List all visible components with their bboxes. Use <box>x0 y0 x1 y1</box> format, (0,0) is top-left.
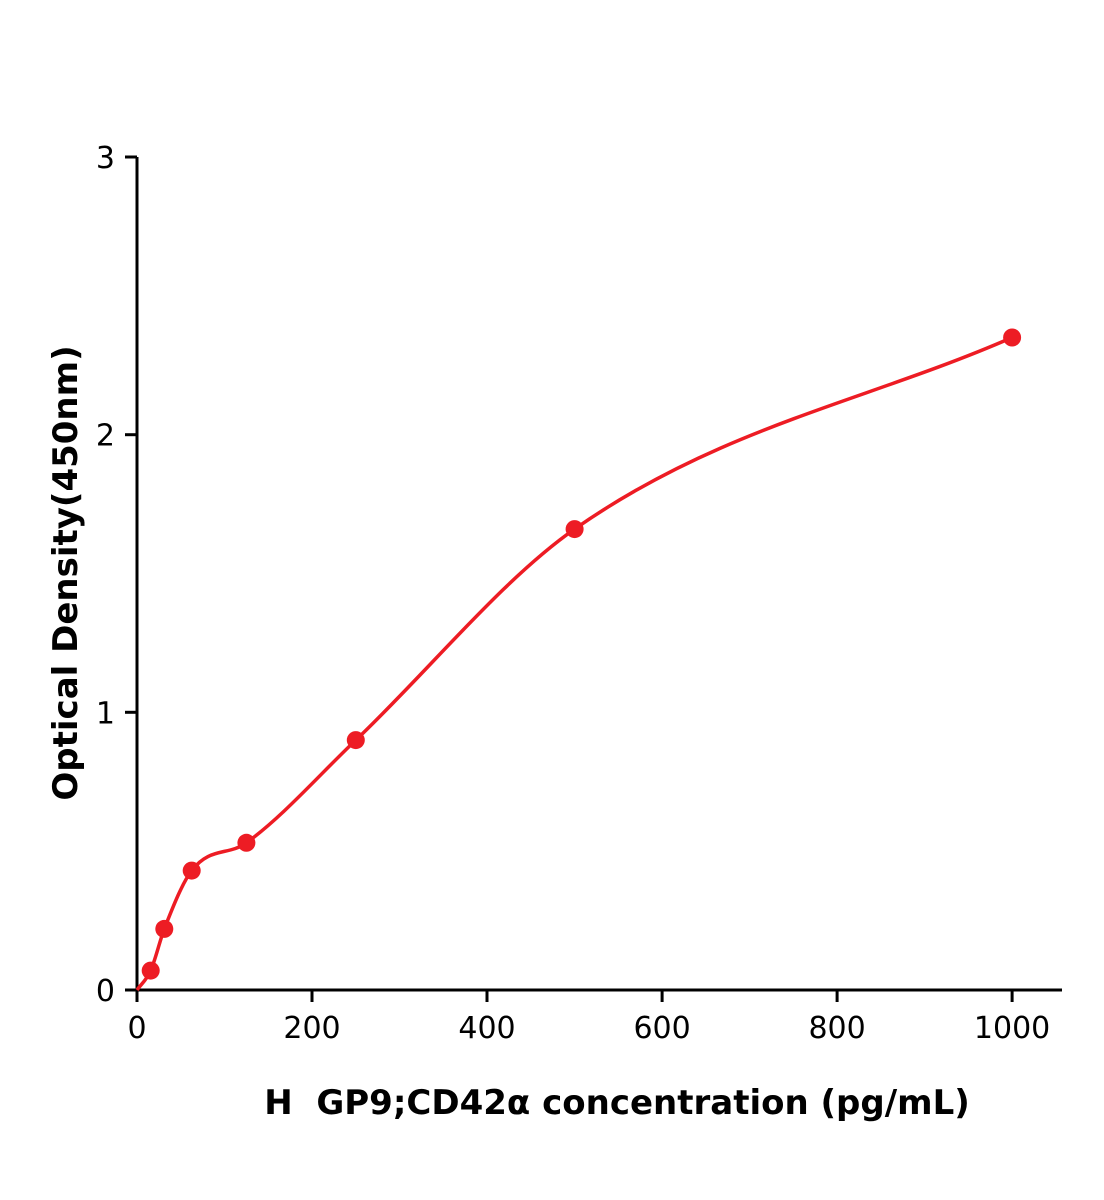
x-tick-label: 800 <box>808 1011 865 1046</box>
x-tick-label: 600 <box>633 1011 690 1046</box>
data-point <box>182 861 201 880</box>
x-tick-label: 400 <box>458 1011 515 1046</box>
y-axis-label: Optical Density(450nm) <box>46 345 86 801</box>
y-tick-label: 2 <box>96 419 115 454</box>
y-tick-label: 0 <box>96 974 115 1009</box>
fit-curve <box>135 335 1013 992</box>
x-tick-label: 0 <box>127 1011 146 1046</box>
data-point <box>346 731 365 750</box>
data-point <box>237 833 256 852</box>
data-point <box>155 919 174 938</box>
x-axis-label: H GP9;CD42α concentration (pg/mL) <box>264 1083 970 1123</box>
data-point <box>565 520 584 539</box>
data-point <box>1003 328 1022 347</box>
x-tick-label: 200 <box>283 1011 340 1046</box>
y-tick-label: 1 <box>96 696 115 731</box>
x-tick-label: 1000 <box>974 1011 1050 1046</box>
y-tick-label: 3 <box>96 141 115 176</box>
axes-spines <box>135 157 1062 992</box>
data-point <box>141 961 160 980</box>
